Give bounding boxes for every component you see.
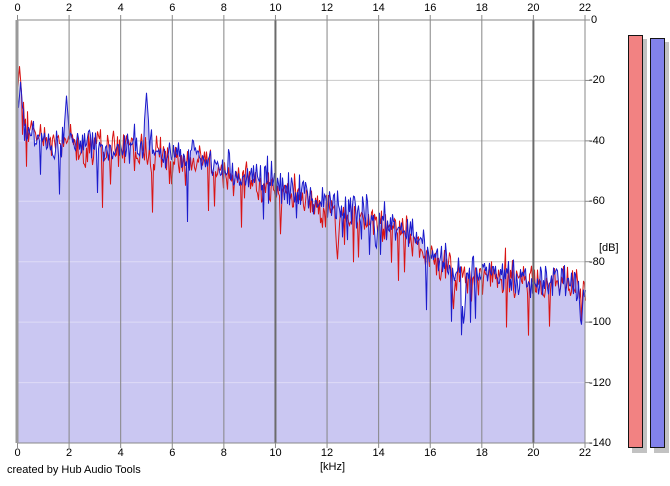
x-tick-label-top: 0 [14, 2, 21, 14]
x-tick-label-top: 10 [269, 2, 282, 14]
x-tick-label-bottom: 10 [269, 447, 282, 459]
x-tick-label-bottom: 12 [320, 447, 334, 459]
x-tick-label-top: 6 [169, 2, 176, 14]
x-tick-label-bottom: 20 [527, 447, 540, 459]
x-tick-label-top: 18 [475, 2, 488, 14]
db-unit-label: [dB] [599, 242, 619, 254]
x-tick-label-bottom: 2 [66, 447, 73, 459]
blue-spectrum-trace [17, 81, 586, 336]
x-tick-label-bottom: 6 [169, 447, 176, 459]
x-tick-label-top: 22 [578, 2, 592, 14]
x-tick-label-bottom: 8 [220, 447, 227, 459]
credit-text: created by Hub Audio Tools [7, 464, 141, 476]
y-tick-label: -100 [589, 316, 612, 329]
blue-spectrum-fill [17, 81, 586, 444]
x-tick-label-bottom: 16 [424, 447, 437, 459]
x-tick-label-top: 4 [117, 2, 124, 14]
x-tick-label-top: 2 [66, 2, 73, 14]
x-tick-label-top: 12 [320, 2, 334, 14]
x-tick-label-bottom: 4 [117, 447, 124, 459]
y-tick-label: -80 [589, 255, 605, 268]
x-tick-label-bottom: 22 [578, 447, 592, 459]
y-tick-label: -60 [589, 195, 605, 208]
y-tick-label: -120 [589, 376, 612, 389]
x-tick-label-bottom: 0 [14, 447, 21, 459]
y-tick-label: -20 [589, 74, 605, 87]
x-tick-label-top: 16 [424, 2, 437, 14]
y-tick-label: -140 [589, 437, 612, 449]
y-tick-label: -40 [589, 134, 605, 147]
khz-unit-label: [kHz] [320, 461, 346, 473]
x-tick-label-bottom: 18 [475, 447, 488, 459]
y-tick-label: 0 [591, 14, 598, 26]
blue-level-meter [650, 38, 665, 448]
x-tick-label-top: 8 [220, 2, 227, 14]
x-tick-label-bottom: 14 [372, 447, 385, 459]
red-level-meter [628, 35, 643, 448]
red-spectrum-trace [17, 66, 586, 336]
x-tick-label-top: 14 [372, 2, 385, 14]
x-tick-label-top: 20 [527, 2, 540, 14]
